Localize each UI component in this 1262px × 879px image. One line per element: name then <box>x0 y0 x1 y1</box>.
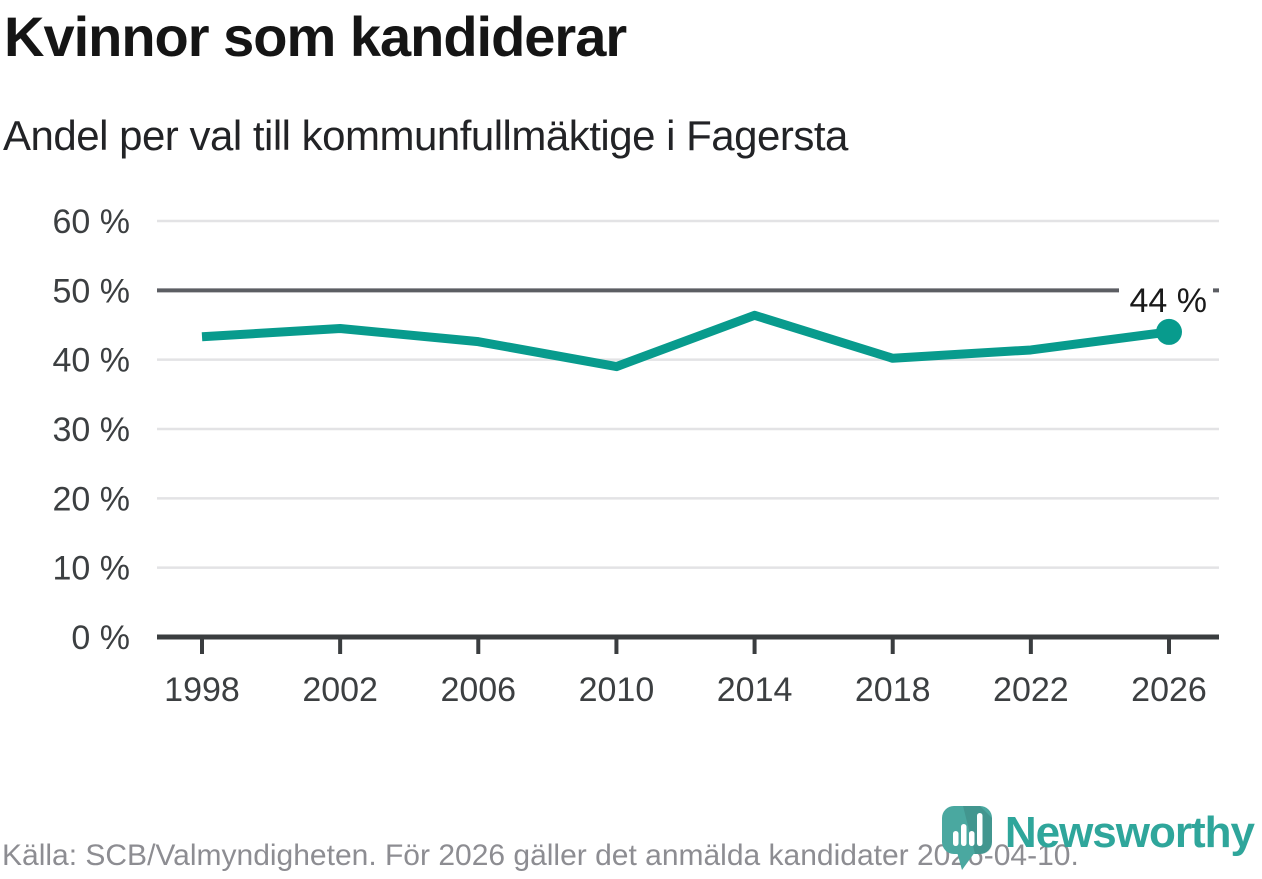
x-tick-label: 2002 <box>302 671 378 709</box>
y-tick-label: 30 % <box>53 411 131 449</box>
end-value-label: 44 % <box>1130 282 1208 320</box>
y-tick-label: 20 % <box>53 480 131 518</box>
newsworthy-logo: Newsworthy <box>941 805 1255 871</box>
x-axis <box>157 634 1219 654</box>
axis-labels: 0 % 10 % 20 % 30 % 40 % 50 % 60 % 1998 2002 2006 2… <box>53 203 1207 709</box>
newsworthy-logo-icon <box>941 806 992 870</box>
gridlines <box>157 219 1219 569</box>
x-tick-label: 2014 <box>717 671 793 709</box>
x-tick-label: 1998 <box>164 671 240 709</box>
end-point-marker <box>1156 318 1182 345</box>
page-subtitle: Andel per val till kommunfullmäktige i F… <box>3 112 848 159</box>
y-tick-label: 40 % <box>53 342 131 380</box>
y-tick-label: 10 % <box>53 550 131 588</box>
page-title: Kvinnor som kandiderar <box>4 5 627 68</box>
source-note: Källa: SCB/Valmyndigheten. För 2026 gäll… <box>2 839 1079 872</box>
end-value-label-bg <box>1119 282 1213 319</box>
x-tick-label: 2018 <box>855 671 931 709</box>
data-series: 44 % <box>201 282 1213 372</box>
y-tick-label: 50 % <box>53 272 131 310</box>
trend-line <box>201 310 1170 372</box>
x-tick-label: 2010 <box>579 671 655 709</box>
x-tick-label: 2026 <box>1131 671 1207 709</box>
newsworthy-logo-text: Newsworthy <box>1004 808 1255 857</box>
x-tick-label: 2022 <box>993 671 1069 709</box>
x-tick-label: 2006 <box>440 671 516 709</box>
y-tick-label: 60 % <box>53 203 131 241</box>
y-tick-label: 0 % <box>71 619 130 657</box>
